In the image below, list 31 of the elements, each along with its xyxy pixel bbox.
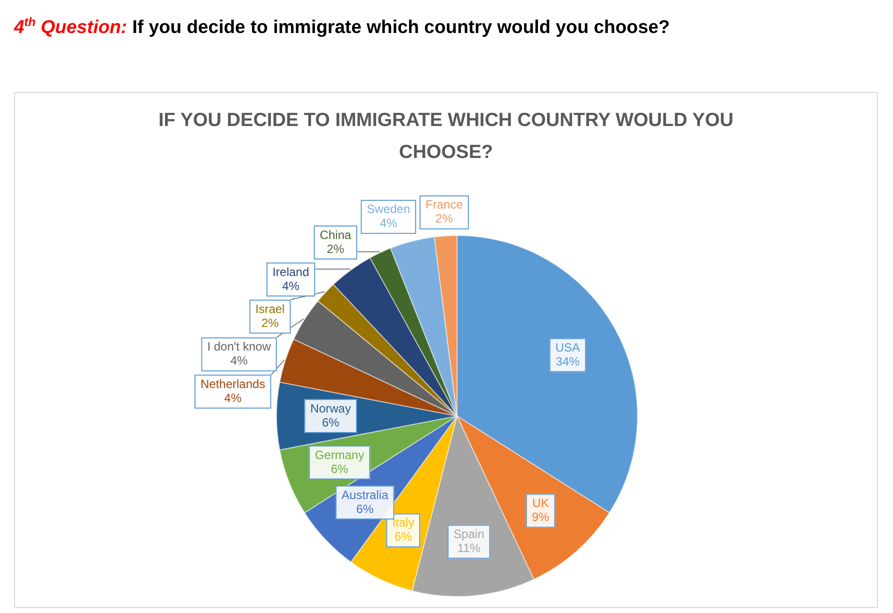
data-label: 6% xyxy=(356,502,374,516)
slice-label: I don't know xyxy=(207,340,272,354)
data-label: 6% xyxy=(330,462,349,476)
data-label: 34% xyxy=(556,354,580,368)
data-label: 4% xyxy=(380,216,398,230)
data-label: 2% xyxy=(261,316,280,330)
data-label: 2% xyxy=(436,212,454,226)
slice-label: Germany xyxy=(314,448,364,462)
slice-label: Italy xyxy=(392,516,414,530)
data-label: 4% xyxy=(230,354,248,368)
slice-label: Netherlands xyxy=(200,376,266,391)
slice-label: Ireland xyxy=(272,264,310,279)
slice-label: USA xyxy=(555,340,580,354)
slice-label: France xyxy=(426,198,464,212)
slice-label: Israel xyxy=(255,302,285,316)
slice-label: China xyxy=(320,228,352,242)
text: If you decide to immigrate which country would you choose? xyxy=(132,16,670,38)
data-label: 4% xyxy=(224,390,242,405)
data-label: 6% xyxy=(394,530,412,544)
data-label: 9% xyxy=(532,510,550,524)
slice-label: Sweden xyxy=(366,202,410,216)
slice-label: Spain xyxy=(454,527,484,542)
slice-label: UK xyxy=(532,496,549,510)
chart-title: IF YOU DECIDE TO IMMIGRATE WHICH COUNTRY WOULD YOU CHOOSE? xyxy=(158,109,734,165)
data-label: 11% xyxy=(457,541,481,556)
slice-label: Norway xyxy=(310,401,351,416)
data-label: 6% xyxy=(322,415,340,430)
text: 4$^{th}$ Question: xyxy=(14,15,128,38)
data-label: 2% xyxy=(326,242,344,256)
data-label: 4% xyxy=(282,278,300,293)
slice-label: Australia xyxy=(342,488,389,502)
